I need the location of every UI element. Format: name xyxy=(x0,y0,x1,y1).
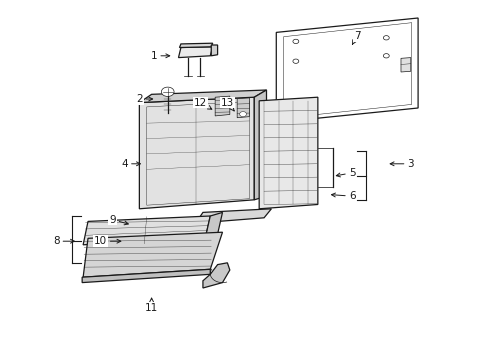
Text: 3: 3 xyxy=(389,159,413,169)
Polygon shape xyxy=(276,18,417,122)
Polygon shape xyxy=(203,263,229,288)
Text: 4: 4 xyxy=(121,159,140,169)
Polygon shape xyxy=(283,23,411,118)
Polygon shape xyxy=(205,212,222,238)
Text: 13: 13 xyxy=(220,98,234,111)
Circle shape xyxy=(292,39,298,44)
Text: 1: 1 xyxy=(150,51,169,61)
Text: 10: 10 xyxy=(94,236,121,246)
Polygon shape xyxy=(211,45,217,56)
Polygon shape xyxy=(83,232,222,277)
Circle shape xyxy=(239,112,246,117)
Polygon shape xyxy=(254,90,266,200)
Text: 12: 12 xyxy=(193,98,211,109)
Circle shape xyxy=(383,36,388,40)
Text: 9: 9 xyxy=(109,215,128,225)
Text: 5: 5 xyxy=(336,168,355,178)
Text: 8: 8 xyxy=(53,236,74,246)
Polygon shape xyxy=(259,97,317,209)
Circle shape xyxy=(292,59,298,63)
Text: 6: 6 xyxy=(331,191,355,201)
Polygon shape xyxy=(139,90,266,103)
Circle shape xyxy=(161,87,174,96)
Text: 11: 11 xyxy=(144,298,158,313)
Polygon shape xyxy=(178,47,212,58)
Polygon shape xyxy=(83,216,210,245)
Circle shape xyxy=(383,54,388,58)
Polygon shape xyxy=(139,97,254,209)
Polygon shape xyxy=(237,98,249,118)
Polygon shape xyxy=(400,58,410,72)
Text: 2: 2 xyxy=(136,94,152,104)
Polygon shape xyxy=(82,269,210,283)
Polygon shape xyxy=(179,43,212,48)
Text: 7: 7 xyxy=(352,31,360,44)
Polygon shape xyxy=(215,96,229,116)
Polygon shape xyxy=(195,209,271,223)
